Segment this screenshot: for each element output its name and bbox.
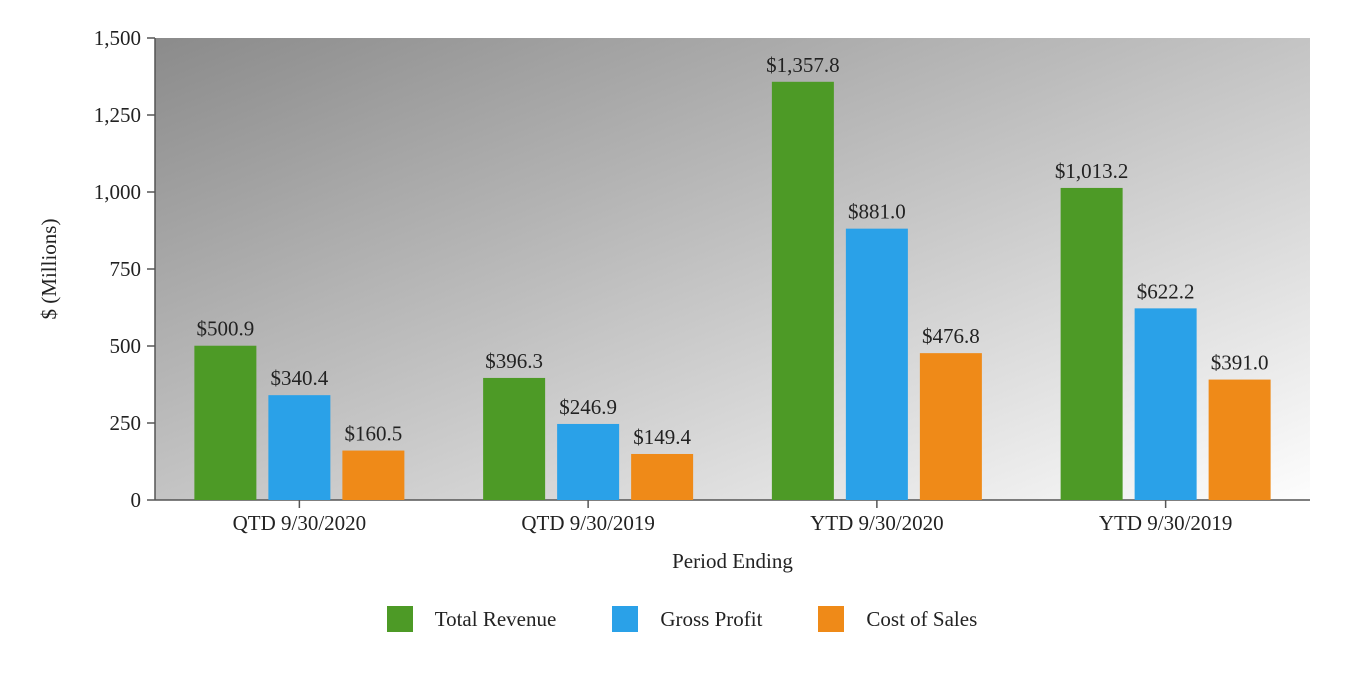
bar-value-label: $396.3 — [485, 349, 543, 373]
bar-value-label: $246.9 — [559, 395, 617, 419]
legend-swatch — [818, 606, 844, 632]
legend-swatch — [387, 606, 413, 632]
y-tick-label: 1,250 — [94, 103, 141, 127]
bar — [1209, 380, 1271, 500]
bar-value-label: $149.4 — [633, 425, 691, 449]
bar-value-label: $476.8 — [922, 324, 980, 348]
legend-swatch — [612, 606, 638, 632]
bar — [342, 451, 404, 500]
bar — [772, 82, 834, 500]
bar — [268, 395, 330, 500]
chart-legend: Total Revenue Gross Profit Cost of Sales — [0, 606, 1364, 637]
y-tick-label: 250 — [110, 411, 142, 435]
legend-label: Cost of Sales — [866, 607, 977, 632]
bar-value-label: $1,013.2 — [1055, 159, 1129, 183]
bar — [1061, 188, 1123, 500]
legend-label: Gross Profit — [660, 607, 762, 632]
bar — [557, 424, 619, 500]
y-tick-label: 1,500 — [94, 26, 141, 50]
bar-value-label: $340.4 — [271, 366, 329, 390]
bar — [194, 346, 256, 500]
y-tick-label: 750 — [110, 257, 142, 281]
bar — [920, 353, 982, 500]
legend-item: Cost of Sales — [818, 606, 977, 632]
bar — [846, 229, 908, 500]
bar — [1135, 308, 1197, 500]
y-axis-label: $ (Millions) — [37, 219, 61, 320]
y-tick-label: 500 — [110, 334, 142, 358]
bar — [483, 378, 545, 500]
x-tick-label: YTD 9/30/2019 — [1099, 511, 1233, 535]
x-axis-label: Period Ending — [672, 549, 793, 573]
legend-item: Gross Profit — [612, 606, 762, 632]
x-tick-label: QTD 9/30/2020 — [233, 511, 367, 535]
bar-value-label: $881.0 — [848, 200, 906, 224]
y-tick-label: 1,000 — [94, 180, 141, 204]
legend-label: Total Revenue — [435, 607, 557, 632]
bar-value-label: $1,357.8 — [766, 53, 840, 77]
bar-value-label: $500.9 — [197, 317, 255, 341]
x-tick-label: YTD 9/30/2020 — [810, 511, 944, 535]
x-tick-label: QTD 9/30/2019 — [521, 511, 655, 535]
bar-value-label: $160.5 — [345, 422, 403, 446]
chart-svg: 0 250 500 750 1,000 1,250 1,500 $ (Millions) QTD… — [0, 0, 1364, 682]
legend-item: Total Revenue — [387, 606, 557, 632]
bar-value-label: $391.0 — [1211, 351, 1269, 375]
financial-bar-chart: 0 250 500 750 1,000 1,250 1,500 $ (Millions) QTD… — [0, 0, 1364, 682]
y-tick-label: 0 — [131, 488, 142, 512]
bar-value-label: $622.2 — [1137, 279, 1195, 303]
bar — [631, 454, 693, 500]
